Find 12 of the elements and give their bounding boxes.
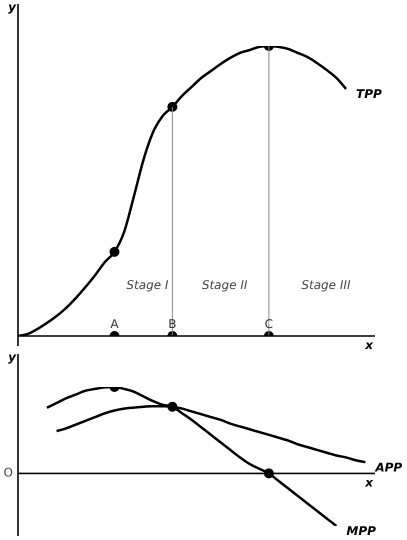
annotation: Stage II: [202, 278, 248, 292]
series-label: TPP: [356, 87, 382, 102]
x-axis-title: x: [364, 338, 374, 352]
y-axis-title: y: [8, 0, 18, 14]
annotation: Stage III: [301, 278, 351, 292]
series-label: MPP: [346, 524, 376, 538]
text: O: [4, 466, 13, 480]
x-axis-title: x: [364, 476, 374, 490]
x-tick-label: A: [110, 317, 120, 332]
annotation: Stage I: [126, 278, 169, 292]
series-label: APP: [374, 460, 402, 474]
y-axis-title: y: [8, 350, 18, 364]
